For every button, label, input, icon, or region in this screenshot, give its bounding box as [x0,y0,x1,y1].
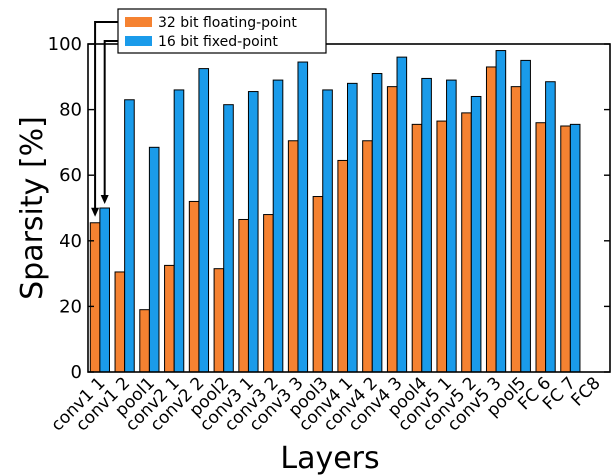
bar-float32-18 [535,122,547,373]
arrow-fixed16-head [100,195,109,204]
bar-float32-8 [287,140,299,373]
bar-fixed16-6 [247,91,259,373]
bar-float32-12 [386,86,398,373]
y-axis-title: Sparsity [%] [15,116,50,300]
bar-float32-17 [510,86,522,373]
bar-fixed16-8 [297,61,309,373]
bar-float32-3 [164,264,175,373]
bar-float32-9 [312,196,324,373]
bar-float32-7 [263,214,274,373]
y-tick-label: 80 [59,100,82,121]
bar-fixed16-17 [520,59,531,373]
bar-fixed16-9 [322,89,333,373]
bar-fixed16-5 [223,104,234,373]
bar-fixed16-2 [148,146,160,373]
y-tick-label: 40 [59,231,82,252]
bar-float32-6 [238,218,249,373]
y-tick-label: 20 [59,296,82,317]
bar-float32-19 [560,125,571,373]
arrow-fixed16 [103,40,118,196]
x-tick-label: FC8 [568,373,605,410]
arrow-float32-head [91,207,100,217]
bar-float32-14 [436,120,448,373]
bar-float32-15 [461,112,472,373]
legend-swatch [125,36,152,46]
bar-fixed16-7 [272,79,284,373]
x-axis-title: Layers [280,441,379,476]
legend-label: 32 bit floating-point [158,15,297,31]
legend-label: 16 bit fixed-point [158,34,278,50]
bar-fixed16-4 [198,68,210,373]
y-tick-label: 0 [71,362,82,383]
y-tick-label: 100 [48,34,82,55]
bar-float32-5 [213,268,225,373]
bar-float32-1 [114,271,126,373]
bar-float32-11 [362,140,373,373]
bar-fixed16-15 [470,95,482,373]
bar-float32-10 [337,159,348,373]
bar-float32-0 [89,222,101,373]
bar-fixed16-18 [545,81,556,373]
bar-fixed16-16 [495,50,507,373]
bar-float32-2 [139,309,150,373]
bar-fixed16-11 [371,73,383,373]
y-axis: 0 20 40 60 80 100 [48,34,610,383]
bar-float32-16 [485,66,497,373]
bar-group [89,50,581,373]
bar-fixed16-3 [173,89,185,373]
bar-fixed16-10 [347,82,358,373]
y-tick-label: 60 [59,165,82,186]
bar-fixed16-13 [421,77,432,373]
legend: 32 bit floating-point 16 bit fixed-point [117,8,327,54]
bar-fixed16-1 [124,99,135,373]
bar-float32-13 [411,123,423,373]
legend-box [117,8,327,54]
bar-fixed16-0 [99,207,110,373]
bar-float32-4 [188,200,200,373]
bar-fixed16-12 [396,56,408,373]
legend-swatch [125,17,152,27]
arrow-float32 [94,21,118,209]
plot-frame [87,43,611,373]
bar-fixed16-14 [446,79,457,373]
legend-pointer-arrows [91,21,118,217]
bar-fixed16-19 [569,123,581,373]
